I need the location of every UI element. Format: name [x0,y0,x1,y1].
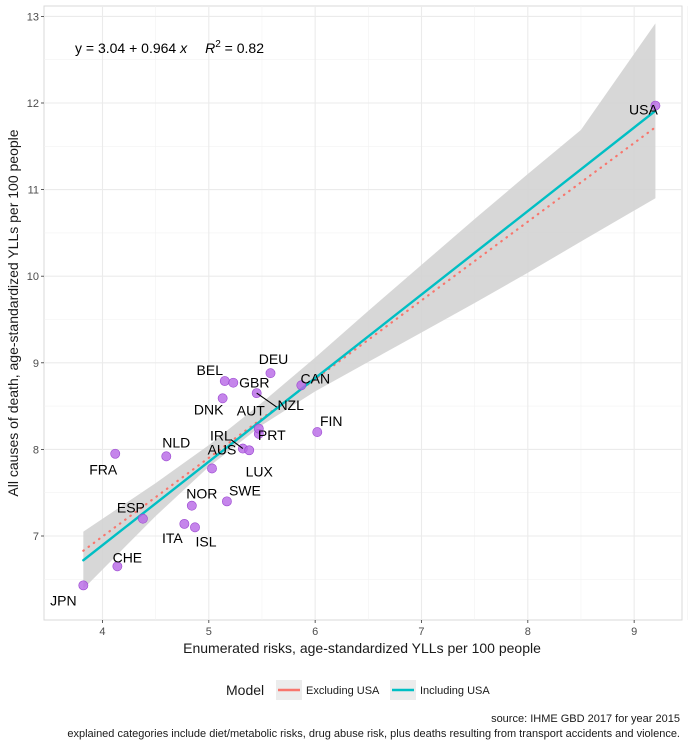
point-deu [265,368,276,379]
label-connector [230,439,244,449]
x-tick-label: 9 [631,626,637,638]
legend-label-excluding-usa: Excluding USA [306,685,380,697]
point-esp [137,513,148,524]
point-label-fra: FRA [89,462,118,478]
y-tick-label: 10 [27,271,39,283]
point-fin [312,427,323,437]
point-nld [161,451,172,462]
point-ita [179,518,190,529]
point-lux [244,445,255,456]
x-tick-label: 6 [312,626,318,638]
point-label-irl: IRL [210,428,232,444]
x-tick-label: 4 [99,626,105,638]
grid-lines [44,6,688,620]
axis-ticks-layer: 4 5 6 7 8 9 7 8 9 10 11 12 13 [27,11,637,638]
point-label-nor: NOR [186,486,217,502]
point-label-deu: DEU [259,351,289,367]
point-jpn [78,580,89,591]
fit-lines-layer [82,109,657,562]
regression-line-including-usa [82,109,657,562]
point-label-aut: AUT [237,403,265,419]
x-axis-title: Enumerated risks, age-standardized YLLs … [183,640,541,656]
point-gbr [228,377,239,388]
point-isl [190,522,200,533]
point-label-jpn: JPN [50,592,76,608]
point-label-nzl: NZL [277,397,304,413]
point-usa [650,100,661,111]
point-label-lux: LUX [246,463,274,479]
y-axis-title: All causes of death, age-standardized YL… [5,129,21,496]
point-label-fin: FIN [320,413,343,429]
point-label-nld: NLD [162,434,190,450]
point-aut [253,423,264,434]
point-label-aus: AUS [208,441,237,457]
point-che [112,561,123,572]
y-tick-label: 7 [33,531,39,543]
label-connector [256,392,277,408]
point-label-can: CAN [301,370,331,386]
point-labels-layer: USA JPN CHE FRA ESP NLD ITA ISL NOR AUS SWE IRL LUX P… [50,102,658,609]
legend: Model Excluding USA Including USA [226,680,490,700]
point-swe [221,496,232,507]
y-tick-label: 12 [27,98,39,110]
point-label-ita: ITA [162,530,183,546]
y-tick-label: 8 [33,444,39,456]
x-tick-label: 8 [525,626,531,638]
x-tick-label: 7 [418,626,424,638]
point-label-esp: ESP [117,500,145,516]
point-label-dnk: DNK [194,401,224,417]
caption-note: explained categories include diet/metabo… [67,728,680,740]
data-points-layer [78,100,661,591]
point-label-isl: ISL [195,533,216,549]
point-label-bel: BEL [197,362,224,378]
y-tick-label: 11 [28,185,39,197]
caption-source: source: IHME GBD 2017 for year 2015 [491,713,680,725]
point-can [296,380,307,391]
point-label-prt: PRT [258,427,286,443]
legend-title: Model [226,682,264,698]
point-label-swe: SWE [229,482,261,498]
point-label-usa: USA [629,102,658,118]
regression-equation: y = 3.04 + 0.964 x R2 = 0.82 [75,39,264,56]
point-aus [207,463,217,474]
y-tick-label: 13 [27,11,39,23]
point-nor [186,500,197,511]
x-tick-label: 5 [206,626,212,638]
y-tick-label: 9 [33,358,39,370]
point-label-che: CHE [113,549,143,565]
legend-label-including-usa: Including USA [420,685,490,697]
point-dnk [217,393,228,404]
point-fra [110,448,121,459]
point-label-gbr: GBR [239,375,269,391]
